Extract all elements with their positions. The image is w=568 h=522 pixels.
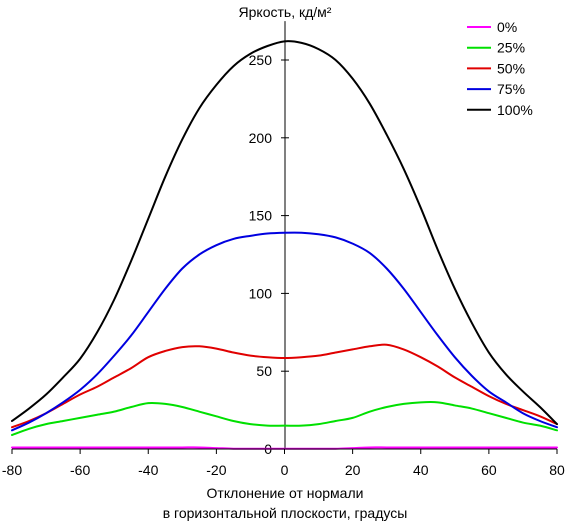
legend-label: 50% xyxy=(497,60,525,76)
legend-label: 75% xyxy=(497,81,525,97)
x-tick-label: 60 xyxy=(481,462,497,478)
x-tick-label: 20 xyxy=(345,462,361,478)
x-tick-label: -60 xyxy=(70,462,90,478)
x-axis: -80 -60 -40 -20 0 20 40 60 80 xyxy=(2,448,565,478)
x-tick-label: 40 xyxy=(413,462,429,478)
series-line-75pct xyxy=(11,231,558,432)
chart-title: Яркость, кд/м² xyxy=(239,4,332,20)
legend-label: 100% xyxy=(497,102,533,118)
x-tick-label: 0 xyxy=(281,462,289,478)
x-axis-label-line-2: в горизонтальной плоскости, градусы xyxy=(163,505,408,521)
y-tick-label: 250 xyxy=(249,52,273,68)
legend: 0% 25% 50% 75% 100% xyxy=(467,19,533,118)
x-tick-label: -80 xyxy=(2,462,22,478)
y-tick-label: 150 xyxy=(249,208,273,224)
series-group xyxy=(11,40,558,450)
x-tick-label: -20 xyxy=(206,462,226,478)
x-tick-label: -40 xyxy=(138,462,158,478)
series-line-100pct xyxy=(11,40,558,426)
x-axis-label-line-1: Отклонение от нормали xyxy=(207,485,364,501)
y-tick-label: 50 xyxy=(256,363,272,379)
y-tick-label: 200 xyxy=(249,130,273,146)
x-tick-label: 80 xyxy=(549,462,565,478)
legend-label: 25% xyxy=(497,40,525,56)
series-line-25pct xyxy=(11,401,558,436)
legend-label: 0% xyxy=(497,19,517,35)
y-tick-label: 100 xyxy=(249,285,273,301)
series-line-50pct xyxy=(11,343,558,429)
